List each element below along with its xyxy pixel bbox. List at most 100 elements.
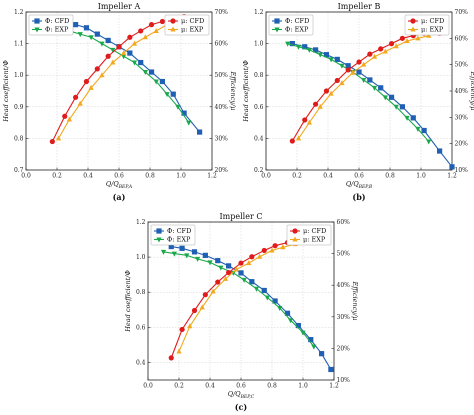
data-point <box>356 59 362 65</box>
y2-tick-label: 30% <box>337 314 351 321</box>
y2-tick-label: 60% <box>455 35 469 42</box>
y-tick-label: 0.4 <box>254 135 264 142</box>
y-tick-label: 0.4 <box>136 359 146 366</box>
y-tick-label: 0.6 <box>254 104 264 111</box>
data-point <box>323 88 330 94</box>
x-tick-label: 1.0 <box>298 383 308 390</box>
data-point <box>269 247 275 253</box>
data-point <box>168 243 174 250</box>
data-point <box>393 43 399 49</box>
data-point <box>339 63 345 69</box>
data-point <box>367 51 373 57</box>
data-point <box>121 50 127 56</box>
data-point <box>199 304 205 310</box>
y2-tick-label: 60% <box>215 41 229 48</box>
legend-entry: μ: EXP <box>181 26 204 34</box>
data-point <box>233 266 239 272</box>
data-point <box>226 269 232 276</box>
data-point <box>191 307 198 314</box>
legend-marker <box>410 18 416 24</box>
data-point <box>261 287 267 294</box>
data-point <box>415 35 421 41</box>
legend-entry: μ: EXP <box>303 236 326 244</box>
plot-frame <box>147 221 335 381</box>
data-point <box>215 279 221 285</box>
chart-title: Impeller C <box>220 212 263 221</box>
x-tick-label: 1.2 <box>447 173 457 180</box>
data-point <box>184 253 190 259</box>
data-point <box>399 104 405 110</box>
y-axis-label: Head coefficient/Φ <box>242 60 250 123</box>
x-tick-label: 0.6 <box>114 173 124 180</box>
y2-tick-label: 30% <box>215 135 229 142</box>
x-tick-label: 0.0 <box>21 173 31 180</box>
data-point <box>181 110 187 116</box>
legend-entry: Φ: CFD <box>285 17 309 25</box>
data-point <box>215 258 221 264</box>
legend-marker <box>170 26 176 32</box>
y2-tick-label: 40% <box>455 88 469 95</box>
legend-marker <box>156 228 162 234</box>
chart-panel-3: 0.0 0.2 0.4 0.6 0.8 1.0 1.20.40.60.81.01.210%2… <box>124 212 359 412</box>
data-point <box>77 32 83 38</box>
data-point <box>319 351 325 357</box>
y2-tick-label: 40% <box>215 104 229 111</box>
data-point <box>187 323 193 329</box>
data-point <box>127 50 133 56</box>
legend-marker <box>410 26 416 32</box>
legend-marker <box>274 18 280 24</box>
x-axis-label: Q/QBEP,A <box>106 180 133 190</box>
x-tick-label: 0.8 <box>145 173 155 180</box>
y-tick-label: 1.0 <box>136 254 146 261</box>
y2-axis-label: Efficiency/μ <box>469 71 474 111</box>
series-line-4 <box>58 17 189 139</box>
data-point <box>415 126 421 132</box>
data-point <box>127 34 133 40</box>
data-point <box>382 95 388 101</box>
data-point <box>210 288 216 294</box>
legend-marker <box>156 237 162 243</box>
data-point <box>197 129 203 135</box>
data-point <box>264 295 270 301</box>
data-point <box>186 120 192 126</box>
y-tick-label: 1.2 <box>14 9 24 16</box>
x-tick-label: 0.4 <box>205 383 215 390</box>
data-point <box>105 37 111 44</box>
data-point <box>202 292 208 298</box>
data-point <box>345 63 351 69</box>
data-point <box>350 69 356 75</box>
data-point <box>339 80 345 86</box>
data-point <box>249 279 255 285</box>
data-point <box>345 67 351 73</box>
data-point <box>302 44 308 50</box>
data-point <box>62 113 68 119</box>
plot-frame <box>25 11 213 171</box>
chart-title: Impeller A <box>98 2 141 11</box>
data-point <box>300 330 306 336</box>
series-line-2 <box>287 43 430 142</box>
data-point <box>153 27 159 33</box>
data-point <box>168 355 174 361</box>
series-line-2 <box>163 251 315 347</box>
y2-tick-label: 20% <box>455 141 469 148</box>
data-point <box>164 92 170 98</box>
legend-entry: μ: CFD <box>181 17 204 25</box>
data-point <box>361 61 367 67</box>
y-axis-label: Head coefficient/Φ <box>124 270 132 333</box>
x-tick-label: 0.0 <box>143 383 153 390</box>
chart-panel-1: 0.0 0.2 0.4 0.6 0.8 1.0 1.20.70.80.91.01.11.22… <box>2 2 237 202</box>
series-line-4 <box>178 240 307 352</box>
data-point <box>110 47 116 53</box>
data-point <box>153 79 159 85</box>
data-point <box>253 286 260 292</box>
data-point <box>257 253 263 259</box>
y2-tick-label: 40% <box>337 282 351 289</box>
data-point <box>105 53 111 59</box>
y2-axis-label: Efficiency/μ <box>351 281 359 321</box>
x-tick-label: 0.8 <box>267 383 277 390</box>
panel-label: (a) <box>113 192 126 202</box>
